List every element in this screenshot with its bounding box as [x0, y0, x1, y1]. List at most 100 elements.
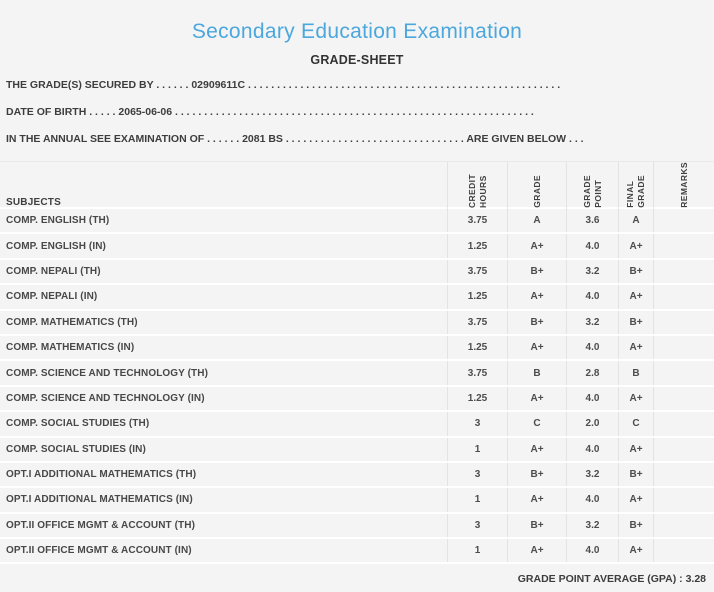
cell-final-grade: A+: [618, 386, 653, 411]
table-row: OPT.II OFFICE MGMT & ACCOUNT (IN) 1 A+ 4…: [0, 539, 714, 565]
cell-grade-point: 4.0: [566, 488, 618, 512]
cell-grade: A+: [507, 488, 566, 512]
cell-final-grade: B+: [618, 462, 653, 487]
table-row: COMP. NEPALI (TH) 3.75 B+ 3.2 B+: [0, 259, 714, 286]
cell-grade-point: 2.0: [566, 412, 618, 436]
cell-remarks: [653, 234, 714, 258]
column-header-final-grade: FINAL GRADE: [618, 162, 653, 215]
grade-table: SUBJECTS CREDIT HOURS GRADE GRADE POINT …: [0, 161, 714, 565]
cell-remarks: [653, 259, 714, 284]
cell-remarks: [653, 437, 714, 461]
table-row: COMP. SOCIAL STUDIES (IN) 1 A+ 4.0 A+: [0, 437, 714, 463]
table-row: COMP. MATHEMATICS (TH) 3.75 B+ 3.2 B+: [0, 310, 714, 336]
cell-grade-point: 4.0: [566, 386, 618, 411]
cell-grade: B+: [507, 259, 566, 284]
cell-credit-hours: 1.25: [447, 234, 507, 258]
table-row: COMP. ENGLISH (IN) 1.25 A+ 4.0 A+: [0, 234, 714, 260]
cell-grade-point: 4.0: [566, 335, 618, 360]
cell-grade: A+: [507, 234, 566, 258]
cell-credit-hours: 1.25: [447, 335, 507, 360]
cell-final-grade: A+: [618, 335, 653, 360]
cell-grade-point: 3.6: [566, 209, 618, 233]
table-row: OPT.I ADDITIONAL MATHEMATICS (IN) 1 A+ 4…: [0, 488, 714, 514]
cell-credit-hours: 3: [447, 462, 507, 487]
final-grade-label: FINAL GRADE: [625, 175, 646, 208]
cell-grade-point: 3.2: [566, 310, 618, 334]
candidate-info: THE GRADE(S) SECURED BY . . . . . . 0290…: [0, 80, 714, 145]
cell-final-grade: A+: [618, 285, 653, 309]
cell-remarks: [653, 488, 714, 512]
table-row: COMP. ENGLISH (TH) 3.75 A 3.6 A: [0, 209, 714, 235]
cell-grade-point: 2.8: [566, 361, 618, 385]
sheet-subtitle: GRADE-SHEET: [310, 53, 404, 67]
cell-grade: A+: [507, 437, 566, 461]
cell-grade: A+: [507, 539, 566, 563]
column-header-credit-hours: CREDIT HOURS: [447, 162, 507, 215]
cell-grade: B+: [507, 462, 566, 487]
cell-credit-hours: 3: [447, 412, 507, 436]
cell-subject: COMP. SCIENCE AND TECHNOLOGY (TH): [6, 367, 209, 379]
table-row: COMP. SCIENCE AND TECHNOLOGY (TH) 3.75 B…: [0, 361, 714, 387]
cell-remarks: [653, 285, 714, 309]
cell-remarks: [653, 513, 714, 538]
gpa-value: 3.28: [685, 573, 706, 586]
info-line-examination-year: IN THE ANNUAL SEE EXAMINATION OF . . . .…: [6, 134, 584, 145]
cell-final-grade: A+: [618, 437, 653, 461]
table-row: COMP. SOCIAL STUDIES (TH) 3 C 2.0 C: [0, 412, 714, 438]
column-header-grade: GRADE: [507, 162, 566, 215]
cell-final-grade: B+: [618, 259, 653, 284]
credit-hours-label: CREDIT HOURS: [466, 173, 488, 208]
cell-subject: COMP. MATHEMATICS (TH): [6, 316, 138, 328]
cell-grade-point: 3.2: [566, 462, 618, 487]
cell-remarks: [653, 361, 714, 385]
cell-subject: COMP. SOCIAL STUDIES (IN): [6, 443, 146, 455]
cell-subject: COMP. SOCIAL STUDIES (TH): [6, 418, 150, 430]
cell-remarks: [653, 539, 714, 563]
cell-subject: COMP. SCIENCE AND TECHNOLOGY (IN): [6, 392, 205, 404]
cell-remarks: [653, 335, 714, 360]
cell-credit-hours: 3.75: [447, 209, 507, 233]
column-header-subjects: SUBJECTS: [6, 196, 61, 208]
grade-point-label: GRADE POINT: [581, 175, 603, 208]
cell-final-grade: C: [618, 412, 653, 436]
cell-credit-hours: 3.75: [447, 259, 507, 284]
table-row: OPT.I ADDITIONAL MATHEMATICS (TH) 3 B+ 3…: [0, 462, 714, 489]
cell-subject: COMP. ENGLISH (TH): [6, 215, 110, 227]
page-title: Secondary Education Examination: [191, 20, 523, 43]
cell-final-grade: B+: [618, 513, 653, 538]
cell-grade-point: 3.2: [566, 259, 618, 284]
cell-grade-point: 3.2: [566, 513, 618, 538]
cell-subject: OPT.I ADDITIONAL MATHEMATICS (TH): [6, 469, 197, 481]
table-row: COMP. NEPALI (IN) 1.25 A+ 4.0 A+: [0, 285, 714, 311]
cell-credit-hours: 1: [447, 437, 507, 461]
cell-grade: A: [507, 209, 566, 233]
info-line-grades-secured-by: THE GRADE(S) SECURED BY . . . . . . 0290…: [6, 80, 561, 91]
cell-subject: COMP. NEPALI (IN): [6, 291, 98, 303]
table-body: COMP. ENGLISH (TH) 3.75 A 3.6 A COMP. EN…: [0, 209, 714, 565]
cell-remarks: [653, 386, 714, 411]
gpa-label: GRADE POINT AVERAGE (GPA) :: [517, 573, 683, 586]
column-header-remarks: REMARKS: [653, 162, 714, 215]
cell-subject: COMP. NEPALI (TH): [6, 265, 101, 277]
cell-credit-hours: 1: [447, 488, 507, 512]
grade-label: GRADE: [531, 175, 542, 208]
cell-grade-point: 4.0: [566, 285, 618, 309]
cell-grade: B: [507, 361, 566, 385]
cell-grade-point: 4.0: [566, 437, 618, 461]
table-header-row: SUBJECTS CREDIT HOURS GRADE GRADE POINT …: [0, 161, 714, 215]
cell-subject: OPT.II OFFICE MGMT & ACCOUNT (TH): [6, 519, 196, 531]
cell-credit-hours: 1.25: [447, 386, 507, 411]
cell-grade: B+: [507, 513, 566, 538]
cell-credit-hours: 3.75: [447, 310, 507, 334]
cell-grade-point: 4.0: [566, 234, 618, 258]
cell-final-grade: B: [618, 361, 653, 385]
cell-subject: OPT.I ADDITIONAL MATHEMATICS (IN): [6, 494, 193, 506]
cell-grade: C: [507, 412, 566, 436]
cell-grade: A+: [507, 386, 566, 411]
cell-remarks: [653, 412, 714, 436]
cell-grade: B+: [507, 310, 566, 334]
cell-credit-hours: 1.25: [447, 285, 507, 309]
table-row: COMP. MATHEMATICS (IN) 1.25 A+ 4.0 A+: [0, 335, 714, 362]
gpa-summary: GRADE POINT AVERAGE (GPA) : 3.28: [0, 573, 714, 585]
